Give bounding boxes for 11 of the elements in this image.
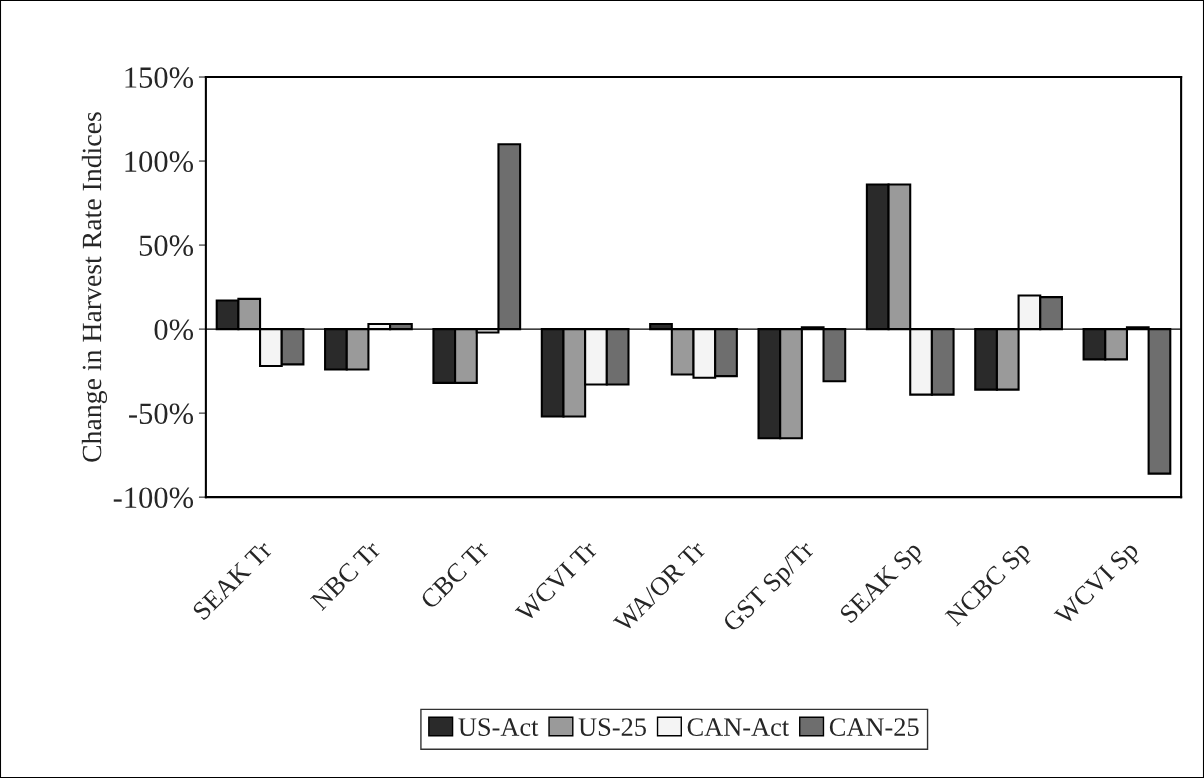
y-tick-label: 150% [125,67,194,89]
legend-label: CAN-25 [829,718,919,736]
y-tick-label: -100% [113,487,194,509]
y-tick-label: 100% [125,151,194,173]
y-tick-label: 50% [139,235,194,257]
y-tick-label: 0% [154,319,194,341]
legend-label: CAN-Act [687,718,790,736]
y-axis-title: Change in Harvest Rate Indices [81,112,108,462]
legend-label: US-25 [578,718,646,736]
y-tick-label: -50% [129,403,194,425]
legend-label: US-Act [458,718,539,736]
